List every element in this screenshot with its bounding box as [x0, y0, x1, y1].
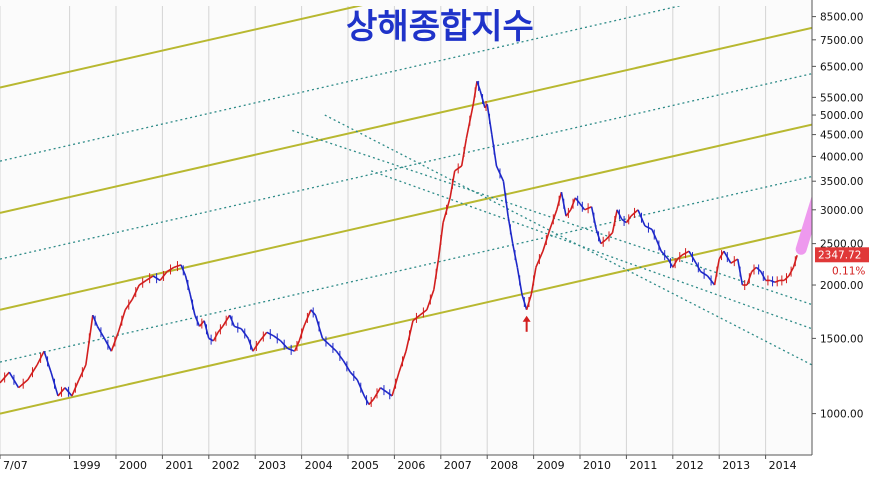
current-value-badge: [815, 247, 869, 263]
dotted-trend-line: [0, 175, 812, 363]
x-tick-label: 2001: [165, 459, 193, 472]
dotted-trend-line: [324, 114, 812, 366]
y-tick-label: 7500.00: [820, 35, 863, 47]
channel-line: [0, 123, 812, 311]
dotted-trend-line: [292, 129, 812, 306]
y-tick-label: 1000.00: [820, 409, 863, 421]
x-tick-label: 2004: [305, 459, 333, 472]
y-tick-label: 3000.00: [820, 205, 863, 217]
trend-lines: [0, 6, 812, 415]
x-tick-label: 2012: [676, 459, 704, 472]
x-tick-label: 2002: [212, 459, 240, 472]
x-tick-label: 2006: [397, 459, 425, 472]
x-tick-label: 2010: [583, 459, 611, 472]
y-tick-label: 5500.00: [820, 92, 863, 104]
dotted-trend-line: [370, 170, 812, 330]
price-series: [0, 80, 798, 407]
x-tick-label: 1999: [73, 459, 101, 472]
x-axis-panel: [0, 455, 812, 475]
y-tick-label: 4500.00: [820, 130, 863, 142]
low-marker-arrow-head: [522, 315, 531, 322]
x-tick-label: 2005: [351, 459, 379, 472]
y-tick-label: 4000.00: [820, 151, 863, 163]
change-percent-label: 0.11%: [832, 265, 865, 277]
channel-line: [0, 26, 812, 214]
x-tick-label: 2013: [722, 459, 750, 472]
y-tick-label: 3500.00: [820, 176, 863, 188]
y-tick-label: 1500.00: [820, 333, 863, 345]
channel-line: [0, 6, 363, 89]
chart-title: 상해종합지수: [346, 7, 534, 47]
x-tick-label: 2009: [537, 459, 565, 472]
y-tick-label: 2000.00: [820, 280, 863, 292]
y-tick-label: 5000.00: [820, 110, 863, 122]
dotted-trend-line: [0, 6, 683, 162]
y-axis-panel: [812, 0, 869, 475]
current-value-label: 2347.72: [818, 249, 861, 261]
x-tick-label: 2011: [629, 459, 657, 472]
x-tick-label: 2003: [258, 459, 286, 472]
x-tick-label: 2008: [490, 459, 518, 472]
x-tick-label: 7/07: [3, 459, 28, 472]
dotted-trend-line: [0, 73, 812, 260]
x-tick-label: 2000: [119, 459, 147, 472]
x-tick-label: 2007: [444, 459, 472, 472]
y-tick-label: 6500.00: [820, 61, 863, 73]
y-tick-label: 8500.00: [820, 12, 863, 24]
x-tick-label: 2014: [769, 459, 797, 472]
